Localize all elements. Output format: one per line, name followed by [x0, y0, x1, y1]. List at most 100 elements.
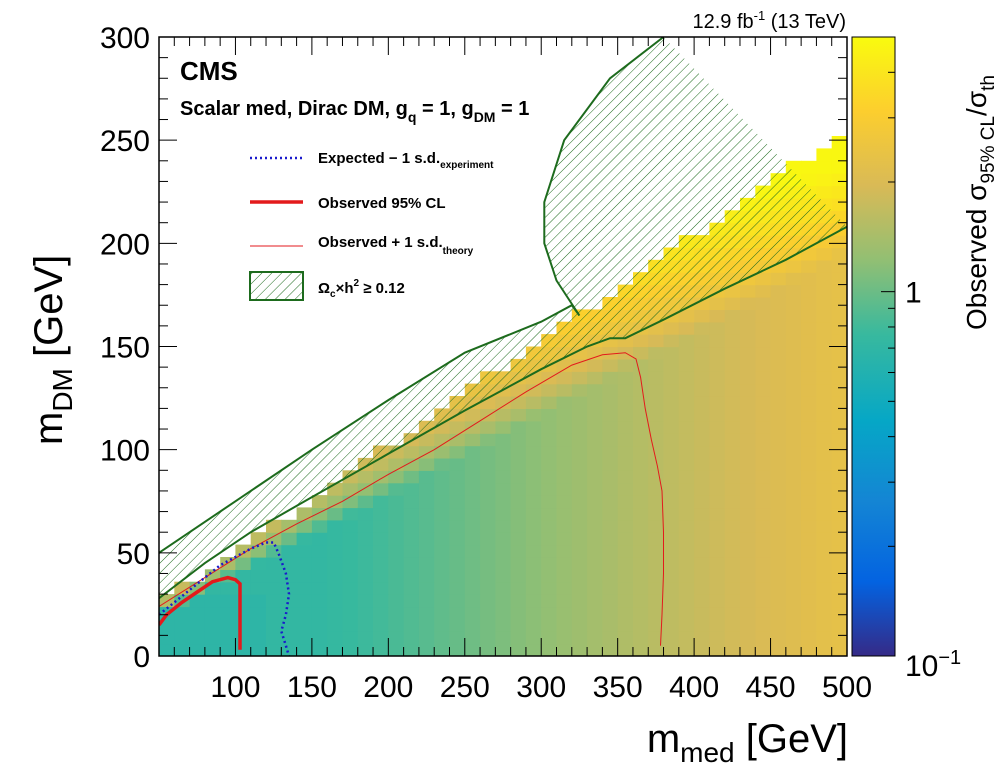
heatmap-cell — [694, 618, 710, 632]
heatmap-cell — [357, 507, 374, 521]
heatmap-cell — [663, 618, 680, 632]
heatmap-cell — [449, 618, 466, 632]
heatmap-cell — [281, 618, 298, 632]
heatmap-cell — [388, 606, 405, 620]
heatmap-cell — [510, 631, 527, 645]
heatmap-cell — [816, 272, 833, 286]
heatmap-cell — [831, 284, 847, 298]
heatmap-cell — [587, 594, 603, 608]
x-tick-label: 200 — [363, 671, 413, 704]
heatmap-cell — [617, 482, 634, 496]
heatmap-cell — [525, 532, 542, 546]
heatmap-cell — [296, 606, 313, 620]
heatmap-cell — [235, 569, 252, 583]
legend-relic-omega: Ω — [318, 280, 330, 297]
heatmap-cell — [587, 420, 603, 434]
heatmap-cell — [587, 445, 603, 459]
heatmap-cell — [801, 383, 817, 397]
heatmap-cell — [617, 594, 634, 608]
heatmap-cell — [785, 581, 802, 595]
heatmap-cell — [740, 334, 756, 348]
heatmap-cell — [403, 606, 420, 620]
legend-relic-h: ×h — [336, 280, 354, 297]
heatmap-cell — [296, 519, 313, 533]
heatmap-cell — [785, 358, 802, 372]
heatmap-cell — [724, 346, 741, 360]
heatmap-cell — [571, 457, 588, 471]
heatmap-cell — [296, 507, 313, 521]
heatmap-cell — [785, 557, 802, 570]
heatmap-cell — [434, 569, 451, 583]
heatmap-cell — [663, 457, 680, 471]
heatmap-cell — [510, 396, 527, 409]
heatmap-cell — [602, 482, 619, 496]
heatmap-cell — [816, 346, 833, 360]
heatmap-cell — [464, 544, 481, 558]
heatmap-cell — [633, 495, 649, 509]
heatmap-cell — [678, 433, 695, 447]
heatmap-cell — [785, 445, 802, 459]
heatmap-cell — [510, 383, 527, 397]
heatmap-cell — [770, 557, 787, 570]
heatmap-cell — [587, 470, 603, 484]
heatmap-cell — [709, 383, 726, 397]
heatmap-cell — [449, 606, 466, 620]
heatmap-cell — [709, 594, 726, 608]
heatmap-cell — [495, 569, 512, 583]
heatmap-cell — [694, 358, 710, 372]
heatmap-cell — [633, 557, 649, 570]
heatmap-cell — [785, 618, 802, 632]
heatmap-cell — [694, 519, 710, 533]
heatmap-cell — [694, 470, 710, 484]
heatmap-cell — [556, 433, 573, 447]
heatmap-cell — [816, 532, 833, 546]
heatmap-cell — [785, 272, 802, 286]
heatmap-cell — [755, 457, 772, 471]
heatmap-cell — [633, 346, 649, 360]
heatmap-cell — [587, 396, 603, 409]
legend-relic-c: c — [330, 289, 336, 300]
heatmap-cell — [388, 631, 405, 645]
heatmap-cell — [617, 495, 634, 509]
heatmap-cell — [663, 631, 680, 645]
heatmap-cell — [480, 643, 496, 656]
heatmap-cell — [709, 618, 726, 632]
heatmap-cell — [189, 643, 206, 656]
heatmap-cell — [694, 643, 710, 656]
heatmap-cell — [602, 581, 619, 595]
heatmap-cell — [342, 643, 359, 656]
heatmap-cell — [495, 594, 512, 608]
lumi-value: 12.9 fb — [692, 11, 753, 33]
heatmap-cell — [801, 396, 817, 409]
heatmap-cell — [525, 457, 542, 471]
heatmap-cell — [541, 581, 558, 595]
heatmap-cell — [785, 457, 802, 471]
heatmap-cell — [510, 445, 527, 459]
heatmap-cell — [525, 482, 542, 496]
heatmap-cell — [235, 544, 252, 558]
heatmap-cell — [709, 408, 726, 422]
heatmap-cell — [694, 321, 710, 335]
heatmap-cell — [755, 371, 772, 385]
heatmap-cell — [648, 495, 665, 509]
heatmap-cell — [816, 482, 833, 496]
heatmap-cell — [418, 433, 435, 447]
heatmap-cell — [510, 643, 527, 656]
heatmap-cell — [556, 470, 573, 484]
heatmap-cell — [495, 495, 512, 509]
heatmap-cell — [464, 470, 481, 484]
heatmap-cell — [174, 631, 191, 645]
heatmap-cell — [159, 643, 175, 656]
heatmap-cell — [694, 383, 710, 397]
y-axis-title-unit: [GeV] — [27, 255, 71, 368]
heatmap-cell — [724, 495, 741, 509]
heatmap-cell — [373, 544, 389, 558]
heatmap-cell — [694, 495, 710, 509]
heatmap-cell — [663, 445, 680, 459]
heatmap-cell — [801, 272, 817, 286]
y-tick-label: 150 — [100, 332, 150, 365]
heatmap-cell — [648, 371, 665, 385]
heatmap-cell — [464, 594, 481, 608]
heatmap-cell — [816, 309, 833, 323]
heatmap-cell — [418, 457, 435, 471]
